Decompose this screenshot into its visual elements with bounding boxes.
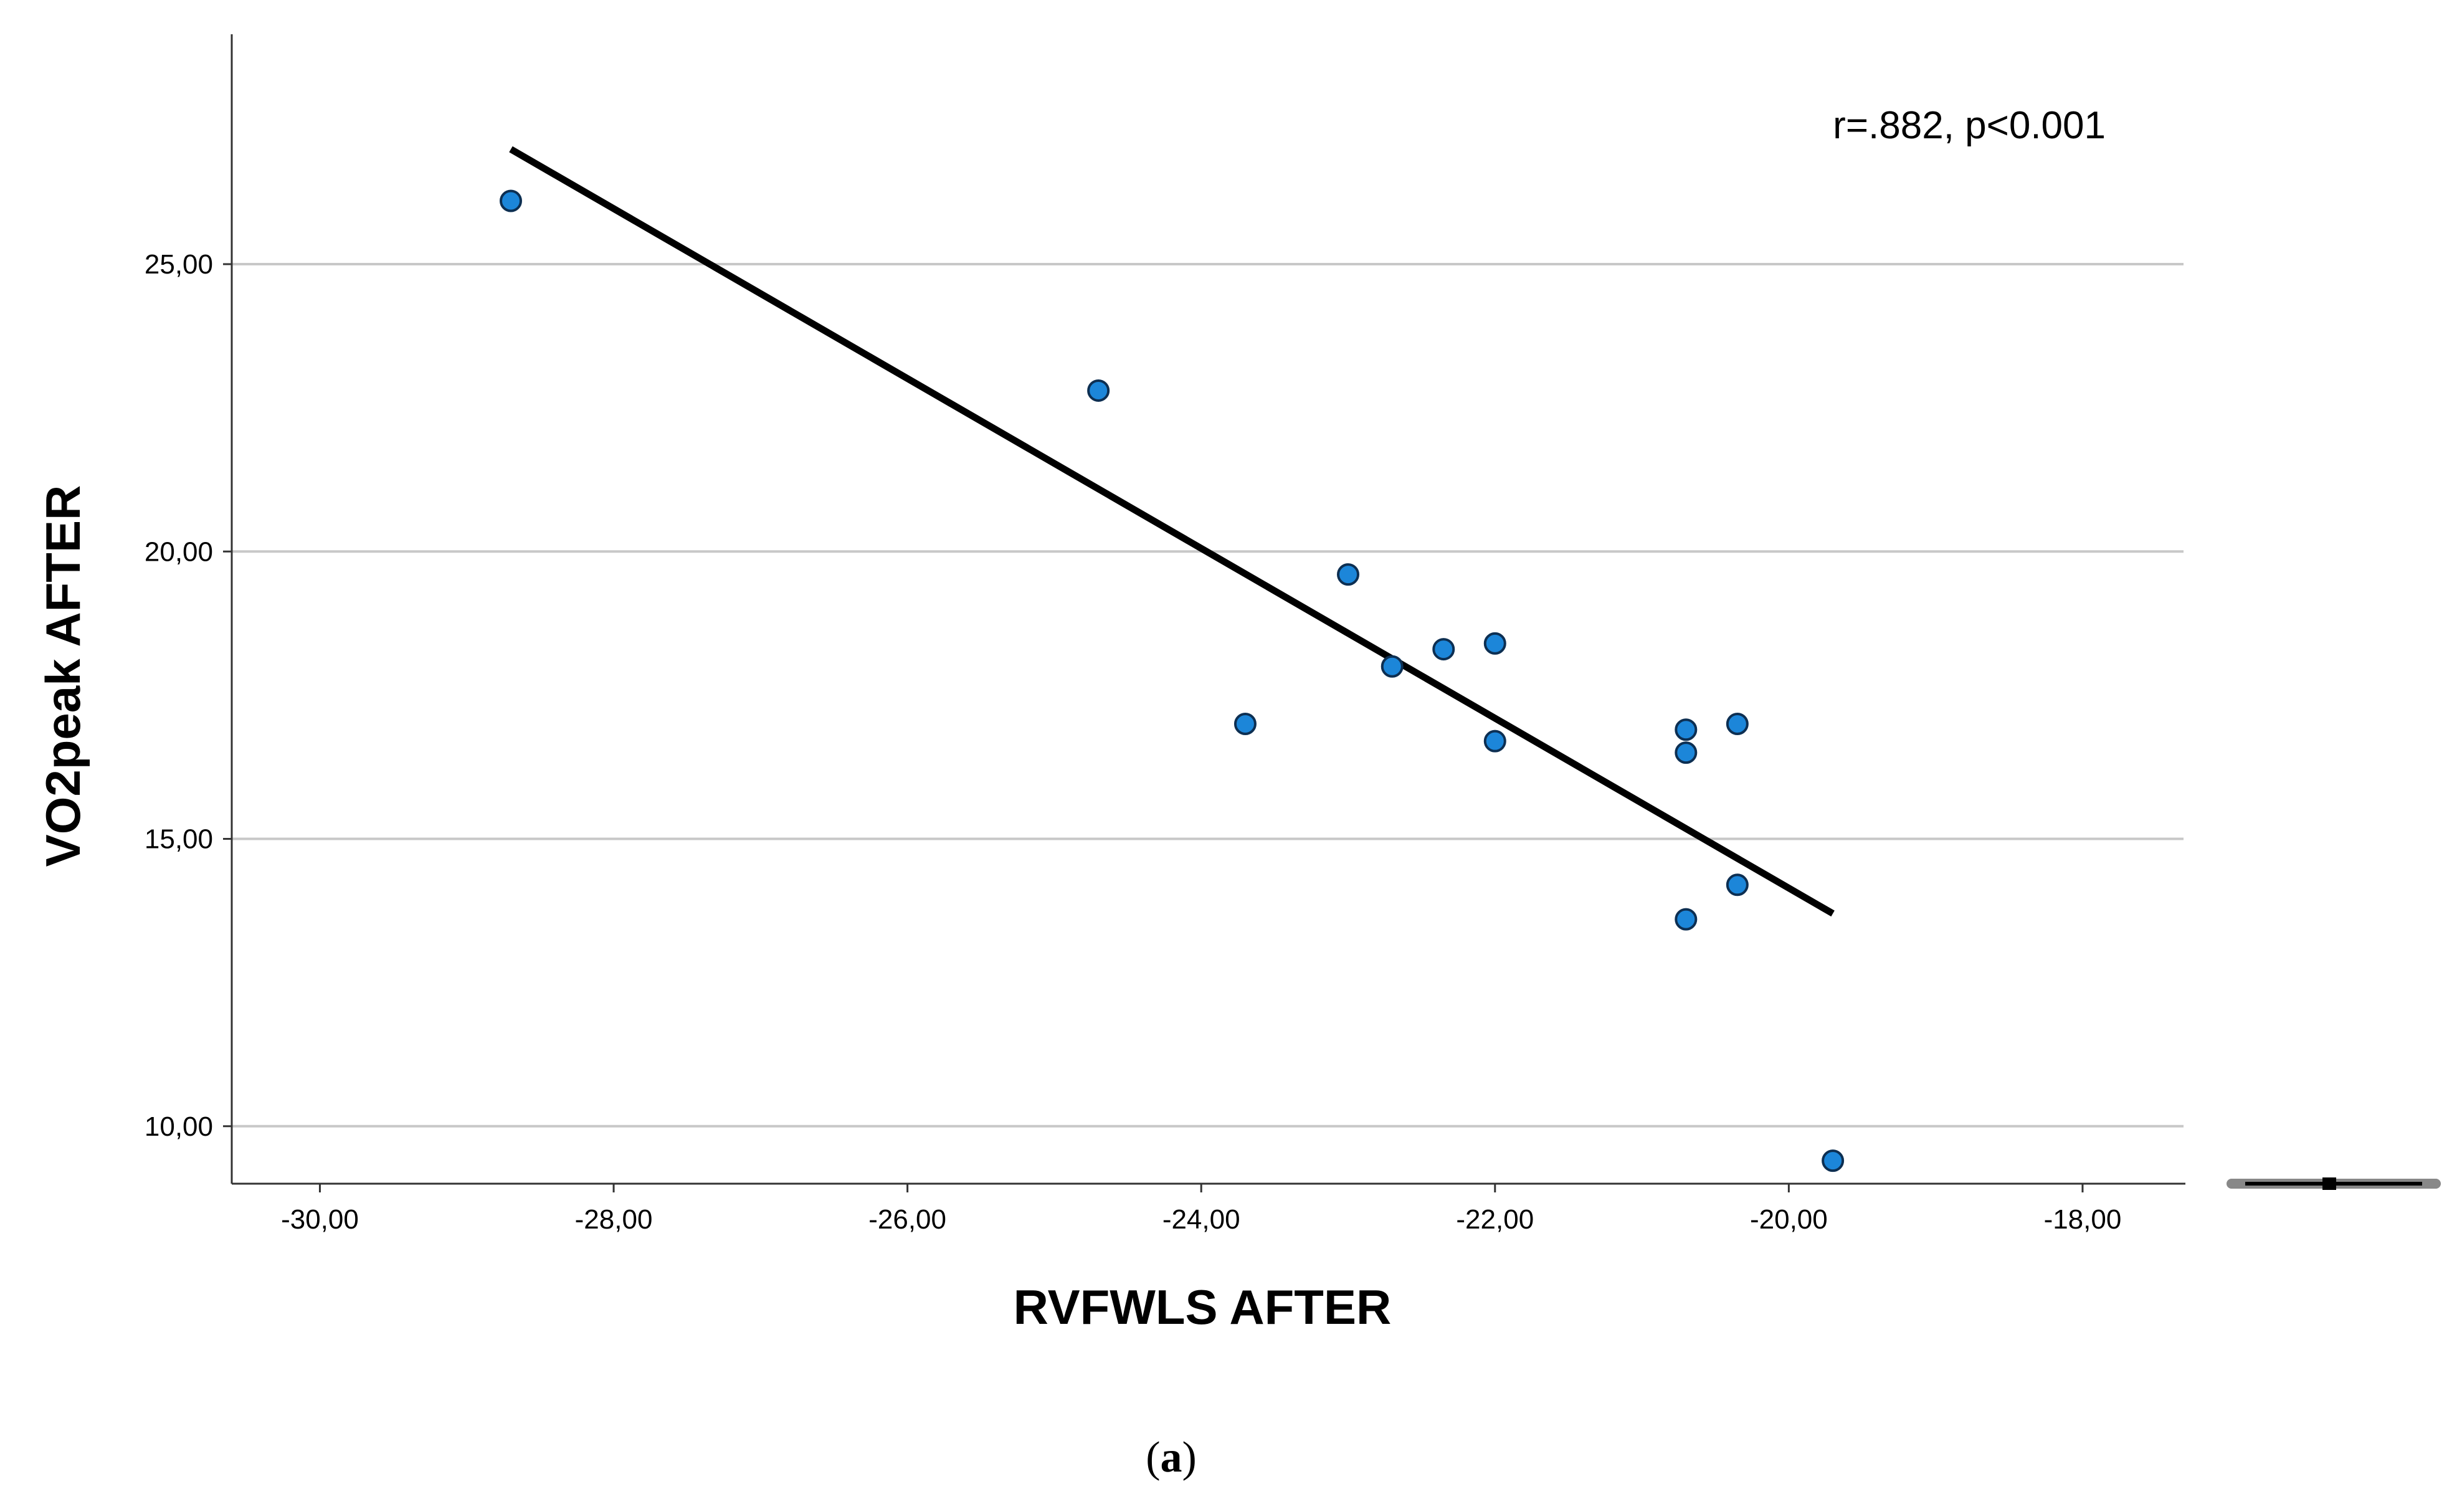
data-point (1675, 718, 1698, 741)
y-axis-title: VO2peak AFTER (36, 485, 90, 867)
tick-marks (223, 263, 2084, 1192)
y-tick-label: 25,00 (145, 249, 213, 280)
x-tick-label: -24,00 (1162, 1204, 1240, 1235)
x-tick-labels: -30,00 -28,00 -26,00 -24,00 -22,00 -20,00 -18,… (281, 1204, 2121, 1235)
data-point (1087, 379, 1110, 402)
data-point (1483, 730, 1506, 753)
regression-line (509, 146, 1835, 917)
legend-sample (2227, 1177, 2441, 1190)
y-tick-label: 20,00 (145, 536, 213, 567)
data-point (1337, 563, 1359, 586)
x-tick-label: -18,00 (2044, 1204, 2122, 1235)
data-point (1483, 632, 1506, 655)
x-tick-label: -28,00 (575, 1204, 653, 1235)
data-point (1381, 655, 1404, 678)
legend-marker (2322, 1177, 2336, 1190)
x-tick-label: -22,00 (1456, 1204, 1534, 1235)
figure-caption: (a) (1146, 1434, 1197, 1481)
data-point (1675, 741, 1698, 764)
data-point (500, 189, 522, 212)
caption-letter: a (1161, 1434, 1182, 1481)
grid-lines (232, 263, 2184, 1128)
data-point (1675, 908, 1698, 931)
axes (231, 34, 2185, 1185)
x-axis-title: RVFWLS AFTER (1014, 1280, 1392, 1334)
data-points (500, 189, 1845, 1172)
data-point (1822, 1149, 1845, 1172)
data-point (1432, 638, 1455, 661)
x-tick-label: -30,00 (281, 1204, 359, 1235)
y-tick-labels: 10,00 15,00 20,00 25,00 (145, 249, 213, 1142)
data-point (1726, 713, 1749, 735)
y-tick-label: 10,00 (145, 1111, 213, 1142)
caption-open: ( (1146, 1434, 1160, 1481)
data-point (1233, 713, 1257, 735)
correlation-annotation: r=.882, p<0.001 (1833, 104, 2106, 147)
x-tick-label: -26,00 (868, 1204, 946, 1235)
y-tick-label: 15,00 (145, 824, 213, 855)
data-point (1726, 873, 1749, 896)
x-tick-label: -20,00 (1750, 1204, 1828, 1235)
caption-close: ) (1182, 1434, 1197, 1481)
